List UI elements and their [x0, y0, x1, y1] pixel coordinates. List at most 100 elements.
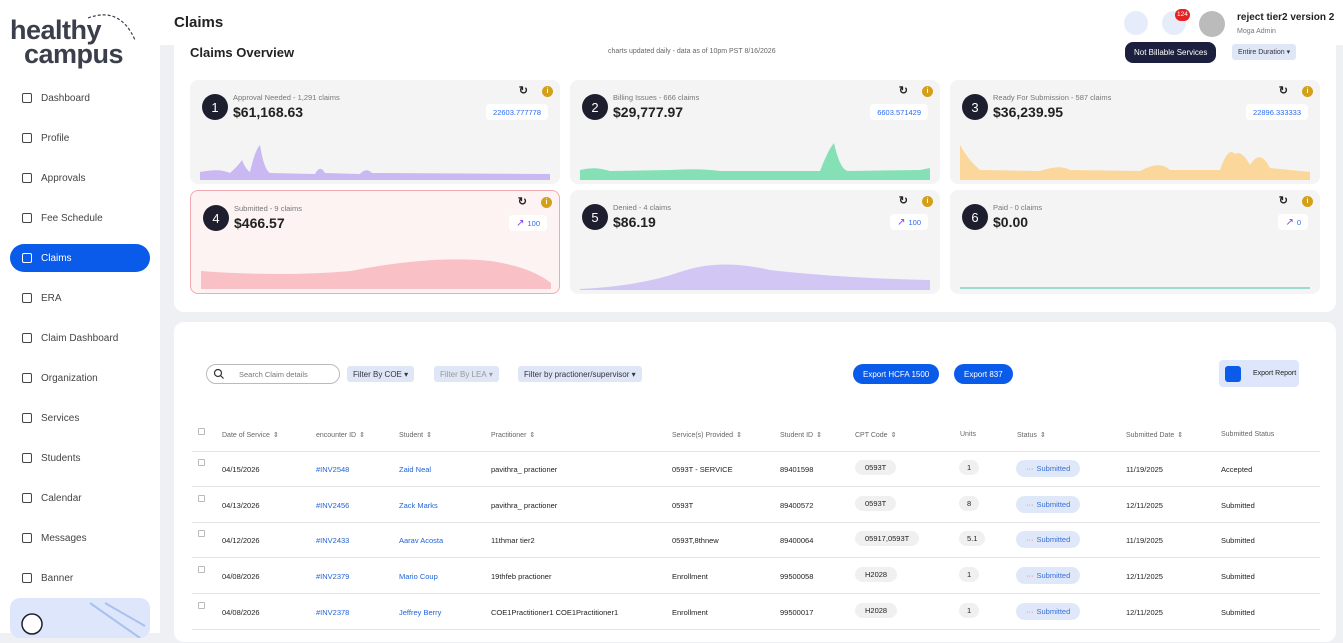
nav-item[interactable]: Banner: [10, 564, 150, 592]
card-number: 3: [962, 94, 988, 120]
header-checkbox[interactable]: [198, 428, 205, 435]
card-number: 6: [962, 204, 988, 230]
cell-text: Submitted: [1036, 606, 1071, 616]
summary-card[interactable]: 5 Denied - 4 claims $86.19 ↻ i ↗ 100: [570, 190, 940, 294]
search-input[interactable]: Search Claim details: [206, 364, 340, 384]
filter-lea[interactable]: Filter By LEA ▾: [434, 366, 499, 382]
table-cell[interactable]: #INV2548: [316, 465, 350, 474]
nav-item[interactable]: Profile: [10, 124, 150, 152]
column-header[interactable]: Date of Service ⇕: [222, 431, 279, 439]
nav-item[interactable]: Claims: [10, 244, 150, 272]
table-cell[interactable]: Jeffrey Berry: [399, 607, 442, 617]
row-checkbox[interactable]: [198, 459, 205, 466]
table-cell[interactable]: #INV2456: [316, 500, 350, 510]
status-dots: ···: [1026, 499, 1034, 509]
refresh-icon[interactable]: ↻: [898, 85, 908, 97]
card-label: Ready For Submission - 587 claims: [993, 93, 1112, 102]
nav-item[interactable]: Students: [10, 444, 150, 472]
refresh-icon[interactable]: ↻: [1278, 195, 1288, 207]
duration-dropdown[interactable]: Entire Duration ▾: [1232, 44, 1297, 60]
sparkline-shape: [201, 259, 551, 289]
column-header[interactable]: encounter ID ⇕: [316, 431, 365, 439]
table-cell[interactable]: Zack Marks: [399, 500, 438, 510]
info-icon: i: [541, 197, 552, 208]
table-cell[interactable]: Aarav Acosta: [399, 536, 444, 546]
settings-button[interactable]: [1124, 11, 1148, 35]
filter-coe-label: Filter By COE: [353, 369, 402, 379]
card-number: 4: [203, 205, 229, 231]
table-cell[interactable]: Mario Coup: [399, 572, 438, 582]
nav-label: Fee Schedule: [41, 212, 103, 224]
refresh-icon[interactable]: ↻: [1278, 85, 1288, 97]
sparkline-shape: [960, 145, 1310, 180]
column-header[interactable]: Units: [960, 431, 976, 438]
summary-card[interactable]: 3 Ready For Submission - 587 claims $36,23…: [950, 80, 1320, 184]
row-checkbox[interactable]: [198, 530, 205, 538]
nav-item[interactable]: Approvals: [10, 164, 150, 192]
row-separator: [192, 593, 1320, 595]
row-checkbox[interactable]: [198, 601, 205, 609]
row-separator: [192, 628, 1320, 630]
nav-item[interactable]: Messages: [10, 524, 150, 552]
refresh-icon[interactable]: ↻: [898, 195, 908, 207]
export-837-button[interactable]: Export 837: [954, 364, 1013, 384]
table-cell: Submitted: [1221, 607, 1255, 617]
nav-item[interactable]: Claim Dashboard: [10, 324, 150, 352]
column-header[interactable]: CPT Code ⇕: [855, 431, 896, 439]
sparkline: [201, 259, 551, 289]
summary-card[interactable]: 6 Paid - 0 claims $0.00 ↻ i ↗ 0: [950, 190, 1320, 294]
column-header[interactable]: Submitted Date ⇕: [1126, 431, 1183, 439]
status-dots: ···: [1026, 535, 1034, 545]
table-cell[interactable]: #INV2378: [316, 607, 350, 617]
info-icon: i: [1302, 196, 1313, 207]
table-cell[interactable]: Zaid Neal: [399, 465, 432, 474]
cell-text: 8: [967, 498, 972, 508]
table-cell[interactable]: #INV2433: [316, 536, 350, 546]
overview-title: Claims Overview: [190, 45, 295, 60]
nav-item[interactable]: Fee Schedule: [10, 204, 150, 232]
nav-item[interactable]: ERA: [10, 284, 150, 312]
nav-item[interactable]: Calendar: [10, 484, 150, 512]
summary-card[interactable]: 1 Approval Needed - 1,291 claims $61,168.6…: [190, 80, 560, 184]
column-header[interactable]: Student ID ⇕: [780, 431, 822, 439]
column-header[interactable]: Practitioner ⇕: [491, 431, 535, 439]
column-title: Status: [1017, 432, 1037, 439]
summary-card[interactable]: 4 Submitted - 9 claims $466.57 ↻ i ↗ 100: [190, 190, 560, 294]
table-cell: 11/19/2025: [1126, 465, 1163, 474]
sparkline: [200, 145, 550, 180]
refresh-icon[interactable]: ↻: [518, 85, 528, 97]
user-name: reject tier2 version 2: [1237, 12, 1335, 23]
table-cell: 11thmar tier2: [491, 536, 535, 546]
avatar[interactable]: [1199, 11, 1225, 37]
row-checkbox[interactable]: [198, 494, 205, 502]
card-number: 2: [582, 94, 608, 120]
summary-card[interactable]: 2 Billing Issues - 666 claims $29,777.97 ↻ i…: [570, 80, 940, 184]
column-header[interactable]: Status ⇕: [1017, 431, 1046, 439]
nav-item[interactable]: Dashboard: [10, 84, 150, 112]
refresh-icon[interactable]: ↻: [517, 196, 527, 208]
filter-practitioner[interactable]: Filter by practioner/supervisor ▾: [518, 366, 642, 382]
nav-icon: [22, 253, 32, 263]
column-header[interactable]: Service(s) Provided ⇕: [672, 431, 742, 439]
filter-coe[interactable]: Filter By COE ▾: [347, 366, 415, 382]
sort-icon: ⇕: [1177, 432, 1184, 439]
export-report-icon: [1225, 365, 1241, 382]
table-cell: 0593T: [672, 500, 694, 510]
table-cell: 12/11/2025: [1126, 500, 1163, 510]
table-cell: 04/08/2026: [222, 572, 260, 582]
badge-value: 22896.333333: [1253, 107, 1301, 117]
export-hcfa-button[interactable]: Export HCFA 1500: [853, 364, 940, 384]
badge-value: 100: [908, 217, 921, 227]
not-billable-toggle[interactable]: Not Billable Services: [1125, 42, 1217, 63]
row-checkbox[interactable]: [198, 566, 205, 574]
column-header[interactable]: Student ⇕: [399, 431, 432, 439]
export-report-button[interactable]: Export Report: [1219, 360, 1299, 387]
export-hcfa-label: Export HCFA 1500: [863, 369, 930, 379]
column-title: Submitted Status: [1221, 431, 1275, 438]
table-cell[interactable]: #INV2379: [316, 572, 350, 582]
nav-item[interactable]: Organization: [10, 364, 150, 392]
trend-icon: ↗: [516, 217, 525, 229]
card-badge: ↗ 0: [1278, 214, 1308, 230]
nav-item[interactable]: Services: [10, 404, 150, 432]
